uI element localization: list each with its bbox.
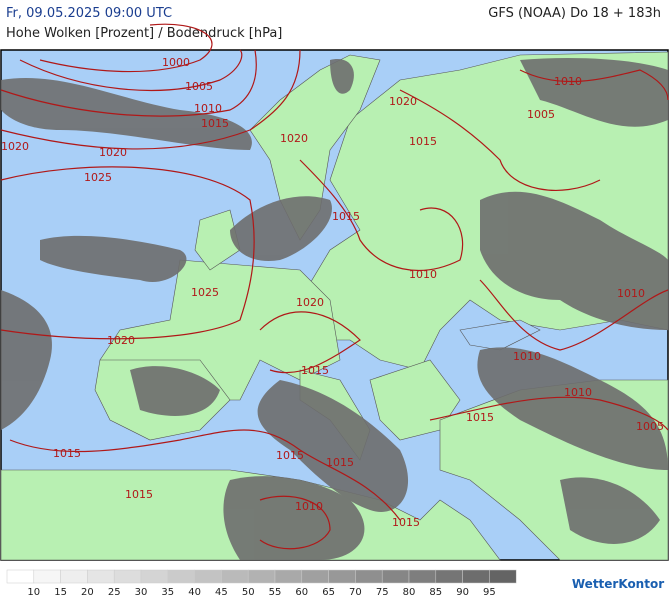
legend-label: 30 <box>135 587 148 598</box>
isobar-labels: 1000 1005 1010 1015 1020 1020 1025 1020 1020 1015… <box>1 56 664 529</box>
legend-label: 40 <box>188 587 201 598</box>
model-info: GFS (NOAA) Do 18 + 183h <box>488 6 661 21</box>
isobar-label: 1010 <box>295 500 323 513</box>
subtitle: Hohe Wolken [Prozent] / Bodendruck [hPa] <box>6 26 283 41</box>
legend-label: 50 <box>242 587 255 598</box>
legend-swatch <box>462 569 490 584</box>
legend: 10 15 20 25 30 35 40 45 50 55 60 65 70 75 80 85 90 95 <box>6 569 517 598</box>
isobar-label: 1015 <box>409 135 437 148</box>
legend-label: 85 <box>429 587 442 598</box>
isobar-label: 1000 <box>162 56 190 69</box>
isobar-label: 1015 <box>466 411 494 424</box>
isobar-label: 1015 <box>53 447 81 460</box>
isobar-label: 1015 <box>392 516 420 529</box>
isobar-label: 1010 <box>554 75 582 88</box>
legend-swatch <box>408 569 437 584</box>
legend-label: 95 <box>483 587 496 598</box>
isobar-label: 1015 <box>125 488 153 501</box>
legend-label: 60 <box>295 587 308 598</box>
legend-label: 15 <box>54 587 67 598</box>
legend-swatch <box>328 569 356 584</box>
isobar-label: 1005 <box>527 108 555 121</box>
legend-swatch <box>113 569 142 584</box>
legend-swatch <box>489 569 517 584</box>
isobar-label: 1020 <box>107 334 135 347</box>
isobar-label: 1010 <box>617 287 645 300</box>
legend-label: 35 <box>161 587 174 598</box>
legend-label: 45 <box>215 587 228 598</box>
legend-label: 55 <box>269 587 282 598</box>
isobar-label: 1005 <box>185 80 213 93</box>
legend-label: 25 <box>108 587 121 598</box>
legend-label: 65 <box>322 587 335 598</box>
isobar-label: 1020 <box>99 146 127 159</box>
legend-swatch <box>355 569 383 584</box>
legend-swatch <box>274 569 303 584</box>
isobar-label: 1015 <box>326 456 354 469</box>
legend-swatch <box>60 569 88 584</box>
isobar-label: 1020 <box>280 132 308 145</box>
isobar-label: 1010 <box>409 268 437 281</box>
isobar-label: 1015 <box>276 449 304 462</box>
isobar-label: 1005 <box>636 420 664 433</box>
legend-swatch <box>301 569 329 584</box>
legend-label: 20 <box>81 587 94 598</box>
legend-swatch <box>87 569 115 584</box>
legend-swatch <box>221 569 249 584</box>
legend-swatch <box>194 569 222 584</box>
legend-swatch <box>6 569 35 584</box>
legend-label: 10 <box>27 587 40 598</box>
legend-swatch <box>435 569 463 584</box>
clouds <box>1 58 668 560</box>
isobar-label: 1020 <box>296 296 324 309</box>
legend-swatch <box>247 569 276 584</box>
isobar-label: 1020 <box>1 140 29 153</box>
legend-label: 90 <box>456 587 469 598</box>
legend-swatch <box>33 569 61 584</box>
isobar-label: 1010 <box>564 386 592 399</box>
logo: WetterKontor <box>572 577 664 591</box>
isobar-label: 1020 <box>389 95 417 108</box>
legend-label: 75 <box>376 587 389 598</box>
isobar-label: 1025 <box>191 286 219 299</box>
legend-label: 80 <box>403 587 416 598</box>
isobar-label: 1015 <box>301 364 329 377</box>
isobar-label: 1025 <box>84 171 112 184</box>
legend-swatch <box>140 569 169 584</box>
legend-swatch <box>381 569 410 584</box>
isobars <box>0 23 669 550</box>
legend-swatch <box>167 569 195 584</box>
isobar-label: 1010 <box>513 350 541 363</box>
legend-label: 70 <box>349 587 362 598</box>
isobar-label: 1015 <box>332 210 360 223</box>
isobar-label: 1010 <box>194 102 222 115</box>
date-title: Fr, 09.05.2025 09:00 UTC <box>6 6 173 21</box>
isobar-label: 1015 <box>201 117 229 130</box>
